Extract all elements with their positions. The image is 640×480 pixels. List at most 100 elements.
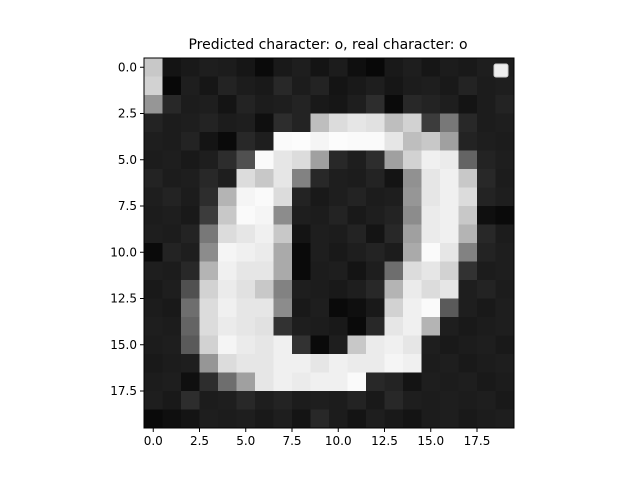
heatmap-cell bbox=[162, 58, 182, 77]
heatmap-cell bbox=[440, 298, 459, 318]
heatmap-cell bbox=[144, 58, 163, 77]
heatmap-cell bbox=[292, 169, 311, 188]
heatmap-cell bbox=[477, 187, 496, 207]
x-tick-label: 7.5 bbox=[282, 434, 301, 448]
heatmap-cell bbox=[162, 224, 182, 244]
heatmap-cell bbox=[421, 298, 441, 318]
heatmap-cell bbox=[255, 243, 274, 262]
heatmap-cell bbox=[458, 335, 478, 355]
heatmap-cell bbox=[384, 261, 404, 281]
heatmap-cell bbox=[495, 132, 515, 151]
heatmap-cell bbox=[366, 58, 385, 77]
heatmap-cell bbox=[273, 280, 293, 299]
heatmap-cell bbox=[440, 280, 459, 299]
heatmap-cell bbox=[162, 76, 182, 96]
heatmap-cell bbox=[495, 391, 515, 410]
heatmap-cell bbox=[181, 206, 200, 225]
heatmap-cell bbox=[144, 335, 163, 355]
heatmap-cell bbox=[255, 95, 274, 114]
heatmap-cell bbox=[403, 372, 422, 392]
heatmap-cell bbox=[329, 280, 348, 299]
heatmap-cell bbox=[384, 95, 404, 114]
heatmap-cell bbox=[347, 317, 367, 336]
heatmap-cell bbox=[421, 76, 441, 96]
heatmap-cell bbox=[236, 224, 256, 244]
heatmap-cell bbox=[495, 354, 515, 373]
heatmap-cell bbox=[273, 58, 293, 77]
heatmap-cell bbox=[477, 150, 496, 170]
heatmap-cell bbox=[199, 280, 219, 299]
heatmap-cell bbox=[199, 335, 219, 355]
x-tick-label: 12.5 bbox=[371, 434, 398, 448]
heatmap-cell bbox=[329, 335, 348, 355]
heatmap-cell bbox=[421, 113, 441, 133]
heatmap-cell bbox=[218, 132, 237, 151]
heatmap-cell bbox=[366, 76, 385, 96]
heatmap-cell bbox=[384, 317, 404, 336]
heatmap-cell bbox=[292, 113, 311, 133]
heatmap-cell bbox=[458, 298, 478, 318]
heatmap-cell bbox=[458, 95, 478, 114]
heatmap-cell bbox=[458, 58, 478, 77]
heatmap-cell bbox=[292, 261, 311, 281]
heatmap-cell bbox=[403, 76, 422, 96]
heatmap-cell bbox=[477, 132, 496, 151]
heatmap-cell bbox=[181, 150, 200, 170]
heatmap-cell bbox=[199, 187, 219, 207]
heatmap-cell bbox=[218, 187, 237, 207]
heatmap-cell bbox=[347, 409, 367, 429]
heatmap-cell bbox=[199, 243, 219, 262]
heatmap-cell bbox=[310, 206, 330, 225]
heatmap-cell bbox=[181, 335, 200, 355]
heatmap-cell bbox=[347, 169, 367, 188]
heatmap-cell bbox=[421, 58, 441, 77]
heatmap-cell bbox=[218, 150, 237, 170]
heatmap-cell bbox=[255, 187, 274, 207]
heatmap-cell bbox=[384, 206, 404, 225]
x-tick-label: 10.0 bbox=[325, 434, 352, 448]
heatmap-cell bbox=[236, 206, 256, 225]
heatmap-cell bbox=[292, 132, 311, 151]
heatmap-cell bbox=[495, 243, 515, 262]
heatmap-cell bbox=[218, 169, 237, 188]
heatmap-cell bbox=[292, 224, 311, 244]
heatmap-cell bbox=[310, 354, 330, 373]
heatmap-cell bbox=[421, 261, 441, 281]
heatmap-cell bbox=[384, 150, 404, 170]
y-axis: 0.0 2.5 5.0 7.5 10.0 12.5 15.0 17.5 bbox=[110, 60, 144, 398]
heatmap-cell bbox=[421, 243, 441, 262]
heatmap-cell bbox=[273, 354, 293, 373]
heatmap-cell bbox=[181, 298, 200, 318]
heatmap-cell bbox=[255, 58, 274, 77]
heatmap-cell bbox=[273, 187, 293, 207]
heatmap-cell bbox=[310, 243, 330, 262]
heatmap-cell bbox=[495, 280, 515, 299]
heatmap-cell bbox=[236, 150, 256, 170]
heatmap-cell bbox=[199, 391, 219, 410]
heatmap-cell bbox=[236, 169, 256, 188]
heatmap-cell bbox=[218, 261, 237, 281]
heatmap-cell bbox=[458, 280, 478, 299]
heatmap-cell bbox=[440, 113, 459, 133]
heatmap-cells bbox=[144, 58, 515, 429]
heatmap-cell bbox=[199, 58, 219, 77]
heatmap-cell bbox=[218, 95, 237, 114]
heatmap-cell bbox=[199, 409, 219, 429]
heatmap-cell bbox=[403, 113, 422, 133]
heatmap-cell bbox=[162, 261, 182, 281]
heatmap-cell bbox=[199, 298, 219, 318]
heatmap-cell bbox=[440, 206, 459, 225]
heatmap-cell bbox=[144, 224, 163, 244]
heatmap-cell bbox=[199, 132, 219, 151]
heatmap-cell bbox=[384, 391, 404, 410]
heatmap-cell bbox=[366, 224, 385, 244]
heatmap-cell bbox=[458, 317, 478, 336]
heatmap-cell bbox=[236, 280, 256, 299]
heatmap-cell bbox=[366, 391, 385, 410]
y-tick-label: 0.0 bbox=[118, 60, 137, 74]
heatmap-cell bbox=[366, 280, 385, 299]
heatmap-cell bbox=[421, 206, 441, 225]
heatmap-cell bbox=[366, 169, 385, 188]
heatmap-cell bbox=[477, 391, 496, 410]
heatmap-cell bbox=[366, 132, 385, 151]
